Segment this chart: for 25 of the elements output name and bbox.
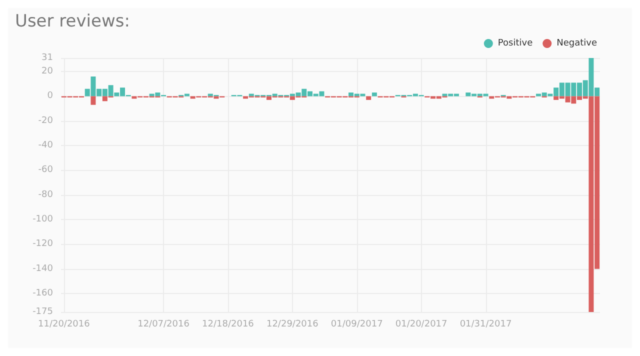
bar bbox=[90, 96, 96, 105]
y-tick-label: -80 bbox=[38, 190, 54, 200]
x-tick-label: 01/20/2017 bbox=[395, 320, 448, 330]
y-tick-label: -160 bbox=[32, 288, 54, 299]
chart-title: User reviews: bbox=[15, 12, 130, 32]
legend-label: Negative bbox=[556, 38, 598, 48]
x-tick-label: 11/20/2016 bbox=[38, 320, 90, 330]
y-tick-label: -175 bbox=[32, 307, 53, 317]
y-tick-label: 31 bbox=[42, 53, 53, 63]
legend-label: Positive bbox=[498, 38, 534, 48]
y-tick-label: -100 bbox=[32, 214, 54, 225]
y-tick-label: -40 bbox=[38, 140, 54, 151]
x-tick-label: 12/18/2016 bbox=[202, 320, 254, 330]
x-tick-label: 01/09/2017 bbox=[330, 320, 383, 330]
y-tick-label: 20 bbox=[42, 66, 54, 77]
bar bbox=[372, 92, 377, 96]
y-tick-label: -120 bbox=[32, 239, 54, 250]
y-tick-label: -60 bbox=[38, 165, 54, 176]
y-tick-label: -140 bbox=[32, 264, 54, 274]
y-tick-label: 0 bbox=[47, 91, 54, 102]
x-tick-label: 01/31/2017 bbox=[460, 320, 512, 330]
x-tick-label: 12/07/2016 bbox=[138, 320, 190, 330]
y-tick-label: -20 bbox=[38, 116, 54, 126]
x-tick-label: 12/29/2016 bbox=[266, 320, 319, 330]
bar bbox=[366, 96, 372, 100]
